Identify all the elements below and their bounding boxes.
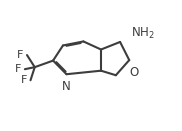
Text: NH$_2$: NH$_2$ <box>131 26 155 41</box>
Text: F: F <box>21 75 27 85</box>
Text: F: F <box>17 50 23 60</box>
Text: O: O <box>129 66 139 79</box>
Text: F: F <box>15 64 21 74</box>
Text: N: N <box>61 80 70 93</box>
